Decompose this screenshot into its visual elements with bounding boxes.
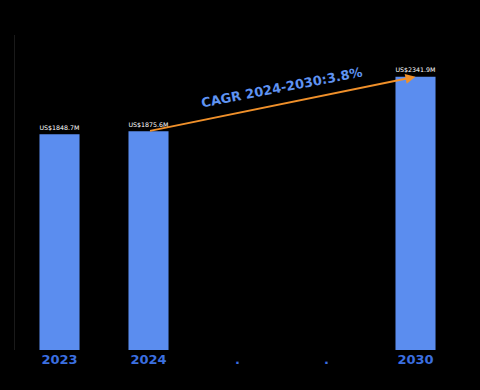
svg-text:US$2341.9M: US$2341.9M (396, 66, 436, 73)
svg-text:US$1848.7M: US$1848.7M (40, 124, 80, 131)
svg-text:US$1875.6M: US$1875.6M (129, 121, 169, 128)
svg-text:CAGR 2024-2030:3.8%: CAGR 2024-2030:3.8% (200, 65, 364, 111)
svg-text:2030: 2030 (397, 352, 433, 367)
svg-text:.: . (324, 352, 329, 367)
svg-text:.: . (235, 352, 240, 367)
svg-text:2024: 2024 (130, 352, 166, 367)
svg-text:2023: 2023 (41, 352, 77, 367)
